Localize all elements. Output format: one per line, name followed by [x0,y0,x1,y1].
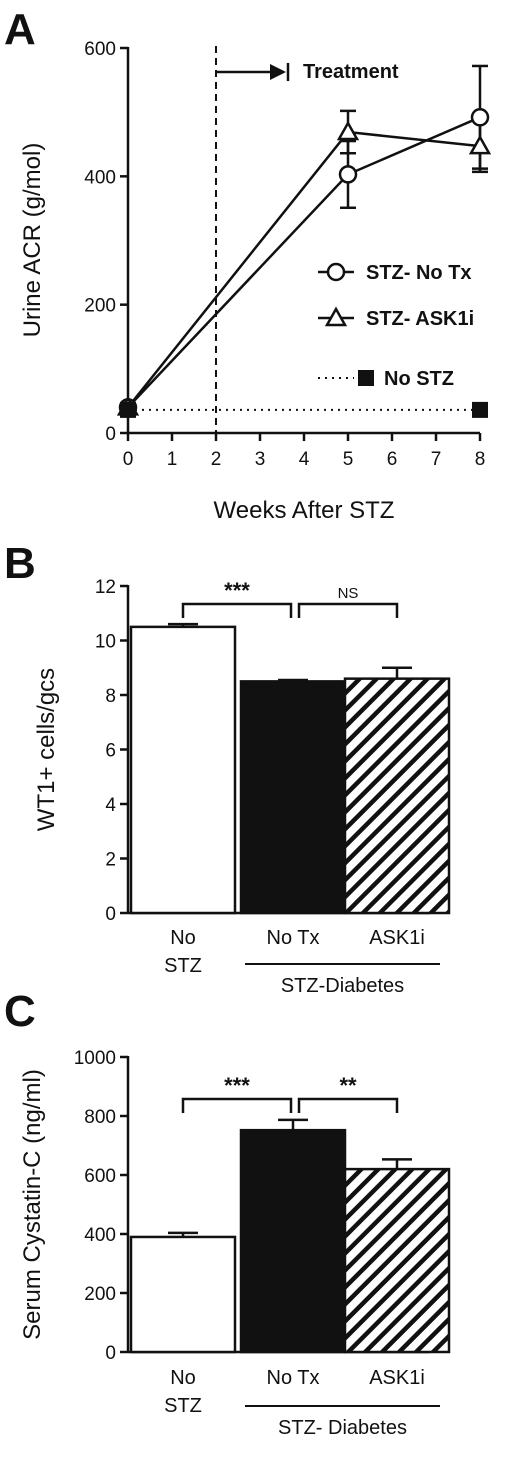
panel-c-y-axis-label: Serum Cystatin-C (ng/ml) [19,1069,46,1340]
panel-c-plot-area: 0 200 400 600 800 1000 [74,1048,451,1407]
panel-b-significance-2: NS [338,585,359,602]
panel-c: C Serum Cystatin-C (ng/ml) 0 200 400 600 800… [4,987,451,1439]
panel-a-x-tick-label: 7 [431,449,442,470]
panel-a-legend: STZ- No Tx STZ- ASK1i No STZ [318,262,474,390]
panel-c-category-no-tx: No Tx [267,1367,320,1389]
c-bar-0 [129,1235,237,1354]
panel-b-significance-1: *** [224,578,250,603]
panel-a-x-tick-label: 5 [343,449,354,470]
treatment-arrow-head [270,64,286,80]
c-significance-bracket-0 [181,1097,293,1113]
b-y-tick-label: 0 [105,904,116,925]
panel-b-y-axis-label: WT1+ cells/gcs [33,668,60,831]
b-bar-2 [343,677,451,915]
b-significance-bracket-1 [297,602,399,618]
series-2-point [120,401,136,418]
panel-a-x-tick-label: 6 [387,449,398,470]
panel-a-x-tick-label: 3 [255,449,266,470]
legend-marker-0 [326,262,346,282]
c-y-tick-label: 0 [105,1343,116,1364]
panel-a-y-tick-label: 200 [84,296,116,317]
panel-a-x-tick-label: 8 [475,449,486,470]
panel-a-x-tick-label: 4 [299,449,310,470]
c-significance-bracket-1 [297,1097,399,1113]
panel-c-category-ask1i: ASK1i [369,1367,425,1389]
panel-a-y-axis-label: Urine ACR (g/mol) [19,143,46,338]
panel-a: A Urine ACR (g/mol) Weeks After STZ 0200… [4,5,492,524]
treatment-label: Treatment [303,61,399,83]
panel-b-group-label: STZ-Diabetes [281,975,404,997]
b-bar-1 [239,680,347,915]
b-y-tick-label: 10 [95,632,116,653]
legend-no-stz: No STZ [384,368,454,390]
series-0-point [338,165,358,184]
series-0-point [470,108,490,127]
panel-b-letter: B [4,539,36,588]
panel-a-y-tick-label: 0 [105,424,116,445]
legend-marker-1 [324,306,348,327]
panel-c-group-label: STZ- Diabetes [278,1417,407,1439]
c-y-tick-label: 800 [84,1107,116,1128]
series-1-point [336,120,360,141]
c-y-tick-label: 1000 [74,1048,116,1069]
legend-marker-2 [358,370,374,386]
panel-c-category-no-stz-line2: STZ [164,1395,202,1417]
panel-a-y-tick-label: 400 [84,167,116,188]
panel-c-significance-2: ** [339,1073,357,1098]
panel-b-category-ask1i: ASK1i [369,927,425,949]
c-y-tick-label: 600 [84,1166,116,1187]
c-y-tick-label: 200 [84,1284,116,1305]
panel-c-significance-1: *** [224,1073,250,1098]
panel-b-category-no-stz-line2: STZ [164,955,202,977]
c-bar-2 [343,1167,451,1354]
b-y-tick-label: 4 [105,795,116,816]
b-bar-0 [129,625,237,915]
panel-a-y-tick-label: 600 [84,39,116,60]
panel-a-x-axis-label: Weeks After STZ [214,497,395,524]
panel-a-plot-area: 0 200 400 600 0 1 2 3 4 5 6 7 8 [84,39,492,470]
panel-b-category-no-tx: No Tx [267,927,320,949]
panel-a-x-tick-label: 2 [211,449,222,470]
c-y-tick-label: 400 [84,1225,116,1246]
series-1-point [468,134,492,155]
b-y-tick-label: 2 [105,850,116,871]
panel-a-letter: A [4,5,36,54]
series-2-point [472,401,488,418]
b-y-tick-label: 8 [105,686,116,707]
panel-c-category-no-stz-line1: No [170,1367,196,1389]
panel-a-x-tick-label: 1 [167,449,178,470]
panel-b-plot-area: 0 2 4 6 8 10 12 [95,577,451,965]
b-y-tick-label: 12 [95,577,116,598]
b-y-tick-label: 6 [105,741,116,762]
panel-b-category-no-stz-line1: No [170,927,196,949]
c-bar-1 [239,1128,347,1354]
b-significance-bracket-0 [181,602,293,618]
legend-stz-ask1i: STZ- ASK1i [366,308,474,330]
panel-a-x-tick-label: 0 [123,449,134,470]
legend-stz-no-tx: STZ- No Tx [366,262,472,284]
panel-c-letter: C [4,987,36,1036]
